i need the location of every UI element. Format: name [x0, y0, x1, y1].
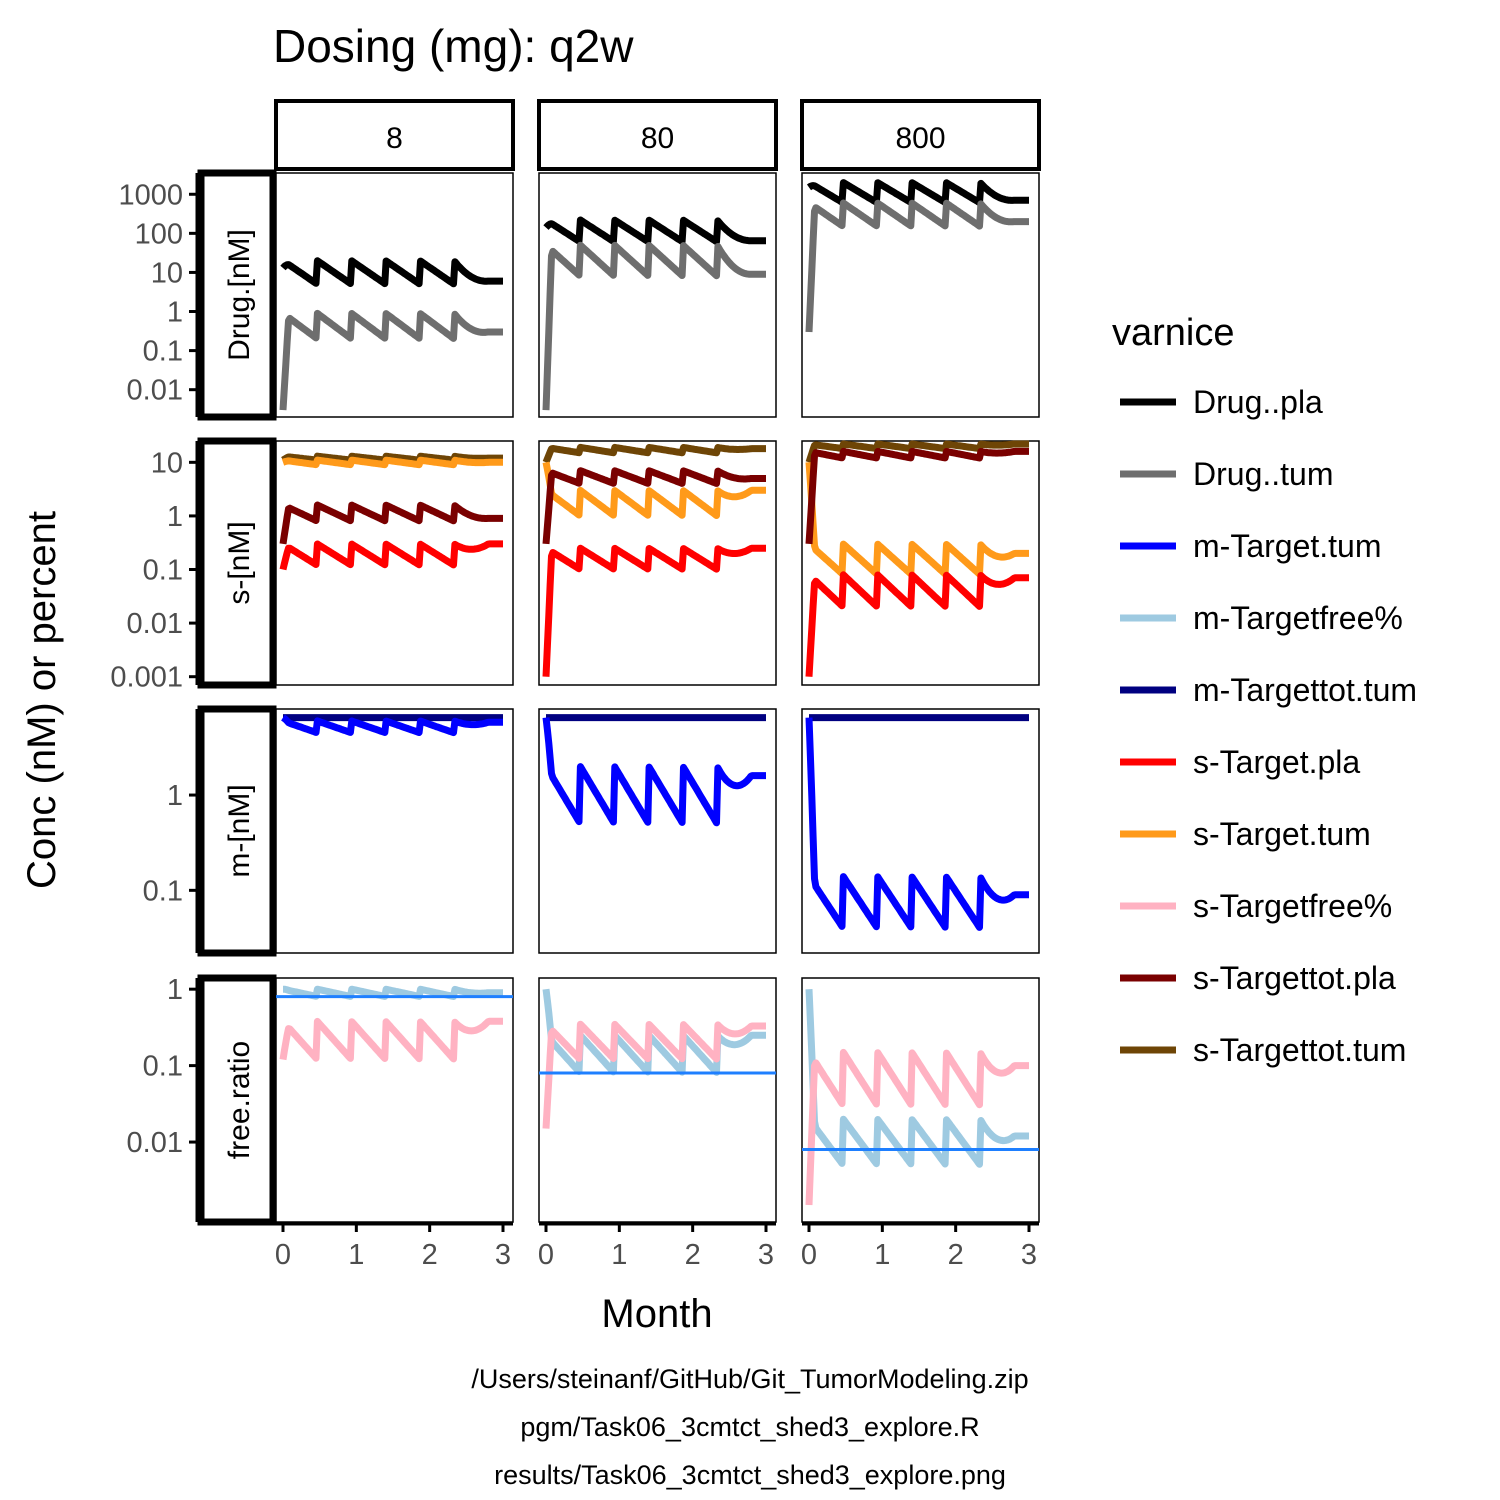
y-tick-label: 0.01: [127, 608, 183, 640]
panel-frame: [538, 977, 777, 1223]
series-line: [805, 571, 1032, 677]
legend-label: m-Targettot.tum: [1193, 672, 1417, 708]
y-tick-label: 0.1: [143, 555, 183, 587]
x-tick-label: 0: [801, 1239, 817, 1271]
x-tick-label: 2: [422, 1239, 438, 1271]
legend-label: Drug..pla: [1193, 384, 1323, 420]
series-line: [279, 309, 506, 411]
row-strip-label: s-[nM]: [223, 521, 256, 604]
chart-title: Dosing (mg): q2w: [273, 20, 634, 72]
panel-frame: [538, 708, 777, 954]
column-strip: [537, 99, 778, 171]
row-strip: [197, 169, 277, 421]
series-line: [542, 544, 769, 677]
y-tick-label: 1: [167, 780, 183, 812]
series-line: [280, 456, 506, 469]
row-strip-label: m-[nM]: [223, 784, 256, 877]
panel-frame: [538, 172, 777, 418]
column-strip-label: 80: [641, 122, 674, 155]
row-strip-label: free.ratio: [223, 1041, 256, 1159]
y-tick-label: 10: [151, 257, 183, 289]
legend-label: m-Target.tum: [1193, 528, 1381, 564]
series-line: [805, 447, 1032, 545]
row-strip-label: Drug.[nM]: [223, 229, 256, 361]
legend-label: m-Targetfree%: [1193, 600, 1403, 636]
series-line: [805, 440, 1032, 464]
series-line: [806, 179, 1032, 207]
x-tick-label: 2: [948, 1239, 964, 1271]
series-line: [280, 452, 506, 464]
legend-label: s-Targettot.pla: [1193, 960, 1396, 996]
panel-frame: [801, 440, 1040, 686]
series-line: [279, 1017, 506, 1063]
x-tick-label: 1: [611, 1239, 627, 1271]
series-line: [543, 216, 769, 246]
x-tick-label: 3: [1021, 1239, 1037, 1271]
y-tick-label: 1: [167, 501, 183, 533]
y-axis-title: Conc (nM) or percent: [20, 511, 64, 889]
column-strip: [800, 99, 1041, 171]
y-tick-label: 1000: [118, 179, 183, 211]
x-tick-label: 3: [758, 1239, 774, 1271]
caption-line-3: results/Task06_3cmtct_shed3_explore.png: [494, 1460, 1006, 1490]
series-line: [279, 540, 506, 571]
facet-panels: 8 80 800Drug.[nM]10001001010.10.01s-[nM]10…: [110, 99, 1041, 1271]
series-line: [542, 443, 769, 464]
caption: /Users/steinanf/GitHub/Git_TumorModeling…: [471, 1364, 1028, 1490]
series-line: [805, 989, 1032, 1168]
legend-label: s-Targetfree%: [1193, 888, 1392, 924]
series-line: [805, 717, 1032, 931]
series-line: [280, 714, 506, 737]
legend: varnice Drug..pla Drug..tum m-Target.tum m-…: [1112, 312, 1417, 1068]
column-strip-label: 800: [895, 122, 945, 155]
x-axis-title: Month: [601, 1292, 712, 1336]
row-strip: [197, 705, 277, 957]
series-line: [805, 199, 1032, 333]
row-strip: [197, 437, 277, 689]
y-tick-label: 0.1: [143, 1051, 183, 1083]
panel-frame: [275, 708, 514, 954]
series-line: [279, 501, 506, 545]
y-tick-label: 10: [151, 447, 183, 479]
y-tick-label: 0.1: [143, 875, 183, 907]
legend-label: s-Target.tum: [1193, 816, 1371, 852]
series-line: [542, 1020, 769, 1129]
y-tick-label: 1: [167, 297, 183, 329]
caption-line-2: pgm/Task06_3cmtct_shed3_explore.R: [520, 1412, 979, 1442]
x-tick-label: 2: [685, 1239, 701, 1271]
panel-frame: [275, 977, 514, 1223]
x-tick-label: 0: [275, 1239, 291, 1271]
y-tick-label: 0.01: [127, 375, 183, 407]
series-line: [805, 462, 1032, 578]
series-line: [805, 1048, 1032, 1206]
series-line: [542, 241, 769, 411]
legend-title: varnice: [1112, 312, 1235, 354]
x-tick-label: 1: [348, 1239, 364, 1271]
series-line: [542, 467, 769, 545]
row-strip: [197, 974, 277, 1226]
series-line: [542, 461, 769, 519]
y-tick-label: 100: [135, 218, 183, 250]
y-tick-label: 0.1: [143, 336, 183, 368]
series-line: [542, 717, 769, 827]
series-line: [280, 985, 506, 1000]
legend-label: s-Targettot.tum: [1193, 1032, 1406, 1068]
legend-label: s-Target.pla: [1193, 744, 1360, 780]
x-tick-label: 3: [495, 1239, 511, 1271]
caption-line-1: /Users/steinanf/GitHub/Git_TumorModeling…: [471, 1364, 1028, 1394]
panel-frame: [275, 172, 514, 418]
y-tick-label: 0.001: [110, 662, 183, 694]
column-strip-label: 8: [386, 122, 403, 155]
column-strip: [274, 99, 515, 171]
x-tick-label: 0: [538, 1239, 554, 1271]
y-tick-label: 1: [167, 974, 183, 1006]
legend-label: Drug..tum: [1193, 456, 1333, 492]
y-tick-label: 0.01: [127, 1127, 183, 1159]
series-line: [280, 257, 506, 288]
x-tick-label: 1: [874, 1239, 890, 1271]
